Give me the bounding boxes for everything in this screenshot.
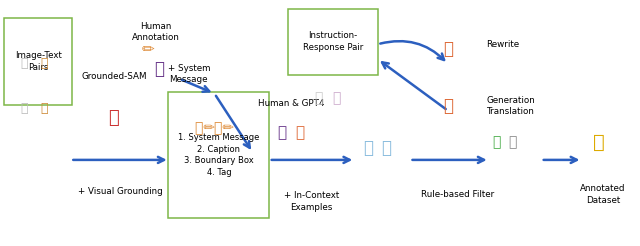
- Text: Rule-based Filter: Rule-based Filter: [421, 190, 494, 199]
- Text: + System
Message: + System Message: [168, 63, 210, 84]
- Text: 📄✏️: 📄✏️: [214, 121, 234, 135]
- Text: 🧳: 🧳: [109, 109, 119, 127]
- Text: 🖼️: 🖼️: [41, 102, 49, 115]
- Text: 📄: 📄: [20, 58, 28, 70]
- Text: + In-Context
Examples: + In-Context Examples: [284, 191, 339, 212]
- Text: 🧑: 🧑: [277, 125, 286, 140]
- Text: 🤖: 🤖: [443, 40, 453, 58]
- Text: 📄: 📄: [20, 102, 28, 115]
- Text: + Visual Grounding: + Visual Grounding: [78, 187, 163, 196]
- Text: 📖: 📖: [381, 138, 391, 157]
- Text: 📄: 📄: [314, 92, 323, 105]
- FancyBboxPatch shape: [288, 9, 378, 75]
- Text: 🤖: 🤖: [443, 97, 453, 115]
- Text: Human
Annotation: Human Annotation: [132, 22, 180, 42]
- Text: ✏️: ✏️: [142, 42, 155, 57]
- Text: Generation
Translation: Generation Translation: [486, 95, 535, 116]
- Text: 🦗: 🦗: [492, 136, 500, 150]
- Text: 🤖: 🤖: [295, 125, 304, 140]
- Text: Grounded-SAM: Grounded-SAM: [81, 72, 147, 81]
- Text: 📄: 📄: [332, 92, 340, 105]
- Text: 🖼️: 🖼️: [41, 58, 49, 70]
- Text: 📁: 📁: [593, 133, 604, 152]
- Text: 1. System Message
2. Caption
3. Boundary Box
4. Tag: 1. System Message 2. Caption 3. Boundary…: [178, 133, 260, 177]
- Text: Human & GPT4: Human & GPT4: [258, 99, 324, 108]
- FancyBboxPatch shape: [168, 92, 269, 218]
- Text: Image-Text
Pairs: Image-Text Pairs: [15, 51, 61, 72]
- FancyBboxPatch shape: [4, 18, 72, 105]
- Text: Annotated
Dataset: Annotated Dataset: [580, 184, 626, 205]
- Text: Rewrite: Rewrite: [486, 40, 520, 49]
- Text: 📄✏️: 📄✏️: [195, 121, 215, 135]
- Text: 🧑: 🧑: [154, 60, 164, 78]
- Text: 📖: 📖: [363, 138, 373, 157]
- Text: 🔧: 🔧: [508, 136, 516, 150]
- Text: Instruction-
Response Pair: Instruction- Response Pair: [303, 31, 363, 52]
